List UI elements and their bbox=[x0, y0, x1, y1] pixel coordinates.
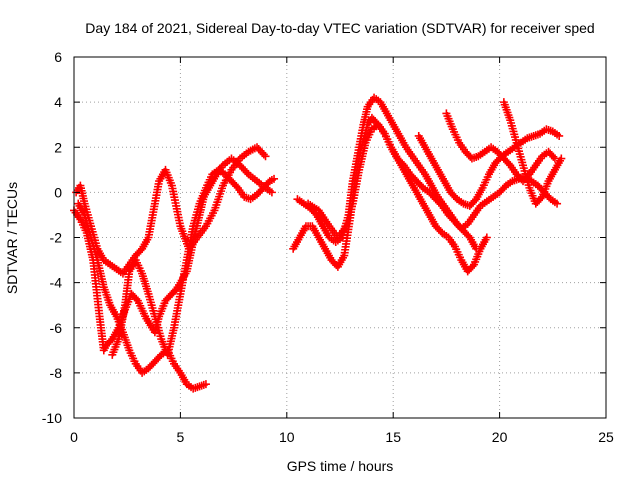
series-pass-f bbox=[293, 93, 481, 253]
y-tick-label: 6 bbox=[54, 49, 62, 65]
chart-title: Day 184 of 2021, Sidereal Day-to-day VTE… bbox=[85, 20, 594, 36]
series-pass-d bbox=[108, 165, 279, 359]
y-tick-label: -4 bbox=[50, 275, 63, 291]
data-point bbox=[549, 152, 558, 161]
data-point bbox=[201, 380, 210, 389]
series-pass-b bbox=[72, 143, 270, 278]
data-point bbox=[259, 150, 268, 159]
x-tick-label: 25 bbox=[598, 429, 614, 445]
series-pass-g bbox=[304, 120, 562, 242]
data-point bbox=[132, 294, 141, 303]
y-tick-label: -2 bbox=[50, 230, 63, 246]
y-tick-label: -6 bbox=[50, 320, 63, 336]
y-tick-label: 2 bbox=[54, 139, 62, 155]
data-point bbox=[242, 168, 251, 177]
data-point bbox=[468, 262, 477, 271]
data-point bbox=[472, 244, 481, 253]
series-pass-c bbox=[74, 199, 210, 393]
data-point bbox=[553, 199, 562, 208]
series-pass-h bbox=[414, 125, 564, 210]
y-tick-label: 4 bbox=[54, 94, 62, 110]
y-tick-label: 0 bbox=[54, 184, 62, 200]
data-point bbox=[557, 154, 566, 163]
x-tick-label: 10 bbox=[279, 429, 295, 445]
series-pass-e bbox=[289, 113, 491, 276]
data-point bbox=[482, 233, 491, 242]
x-tick-label: 5 bbox=[177, 429, 185, 445]
y-tick-label: -10 bbox=[42, 410, 62, 426]
data-points bbox=[70, 93, 566, 393]
data-point bbox=[536, 194, 545, 203]
y-axis-label: SDTVAR / TECUs bbox=[4, 182, 20, 294]
x-tick-label: 15 bbox=[385, 429, 401, 445]
x-tick-label: 20 bbox=[492, 429, 508, 445]
data-point bbox=[261, 152, 270, 161]
y-tick-label: -8 bbox=[50, 365, 63, 381]
series-pass-j bbox=[499, 98, 566, 208]
x-tick-label: 0 bbox=[70, 429, 78, 445]
x-axis-label: GPS time / hours bbox=[287, 458, 394, 474]
data-point bbox=[270, 174, 279, 183]
axis-ticks: 0 5 10 15 20 25 -10 -8 -6 -4 -2 0 2 4 6 bbox=[42, 49, 614, 445]
data-point bbox=[555, 131, 564, 140]
series-pass-i bbox=[442, 109, 559, 186]
data-point bbox=[267, 188, 276, 197]
